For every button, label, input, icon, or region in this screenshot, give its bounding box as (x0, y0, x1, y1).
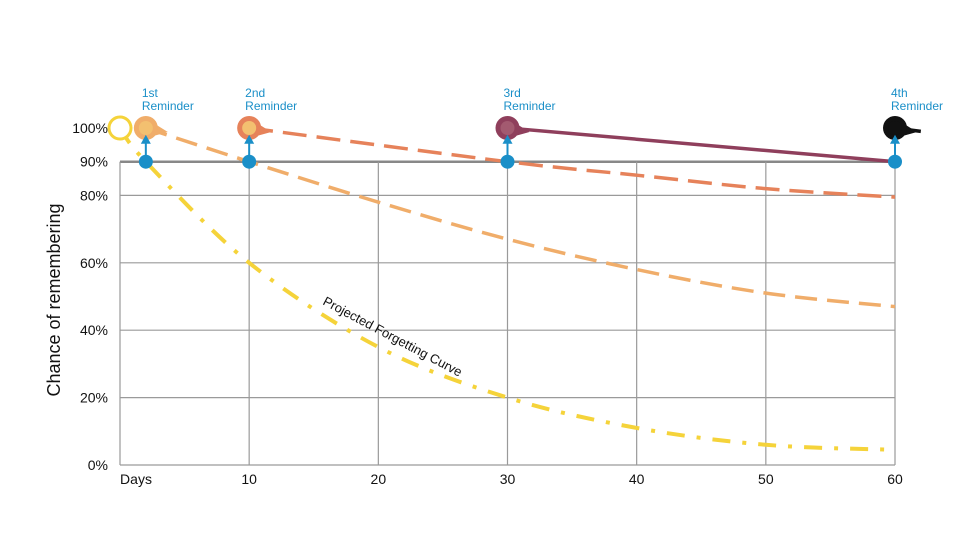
reminder-dot (242, 154, 257, 169)
axes: 0% 20% 40% 60% 80% 90% 100% Days 10 20 30 40 50 60 (72, 120, 903, 487)
y-tick-label: 100% (72, 120, 108, 136)
reminder-label: 3rd (504, 86, 521, 100)
y-axis-label: Chance of remembering (44, 203, 64, 396)
reminder-dot (138, 154, 153, 169)
reminder-arrow-head (890, 134, 900, 144)
y-tick-label: 0% (88, 457, 108, 473)
y-tick-label: 90% (80, 154, 108, 170)
series-line-3 (248, 126, 896, 199)
reminder-label: 2nd (245, 86, 265, 100)
y-tick-label: 40% (80, 322, 108, 338)
series-line-1 (118, 126, 896, 452)
reminder-dot (888, 154, 902, 169)
x-tick-label: 30 (500, 471, 516, 487)
x-tick-label: 10 (241, 471, 257, 487)
series-start-pin (107, 115, 133, 141)
y-tick-label: 60% (80, 255, 108, 271)
series-start-pin-core (888, 121, 902, 135)
x-tick-label: 40 (629, 471, 645, 487)
x-tick-label: Days (120, 471, 152, 487)
reminder-label: 1st (142, 86, 159, 100)
series-line-4 (507, 126, 896, 164)
reminder-label: 4th (891, 86, 908, 100)
reminder-arrow-head (140, 134, 151, 144)
reminder-label: Reminder (142, 99, 194, 113)
x-tick-label: 20 (371, 471, 387, 487)
x-tick-label: 50 (758, 471, 774, 487)
reminder-dot (500, 154, 515, 169)
series-start-pin-core (242, 121, 257, 135)
series-start-pin-core (138, 121, 153, 135)
reminder-label: Reminder (245, 99, 297, 113)
grid (119, 160, 896, 466)
x-tick-label: 60 (887, 471, 903, 487)
forgetting-curve-annotation: Projected Forgetting Curve (321, 293, 465, 379)
series-line-2 (145, 126, 896, 309)
reminders: 1stReminder2ndReminder3rdReminder4thRemi… (138, 86, 943, 169)
y-tick-label: 80% (80, 187, 108, 203)
y-tick-label: 20% (80, 390, 108, 406)
reminder-arrow-head (502, 134, 513, 144)
series-start-pin-core (500, 121, 515, 135)
reminder-label: Reminder (504, 99, 556, 113)
series (107, 115, 922, 452)
reminder-label: Reminder (891, 99, 943, 113)
reminder-arrow-head (244, 134, 255, 144)
